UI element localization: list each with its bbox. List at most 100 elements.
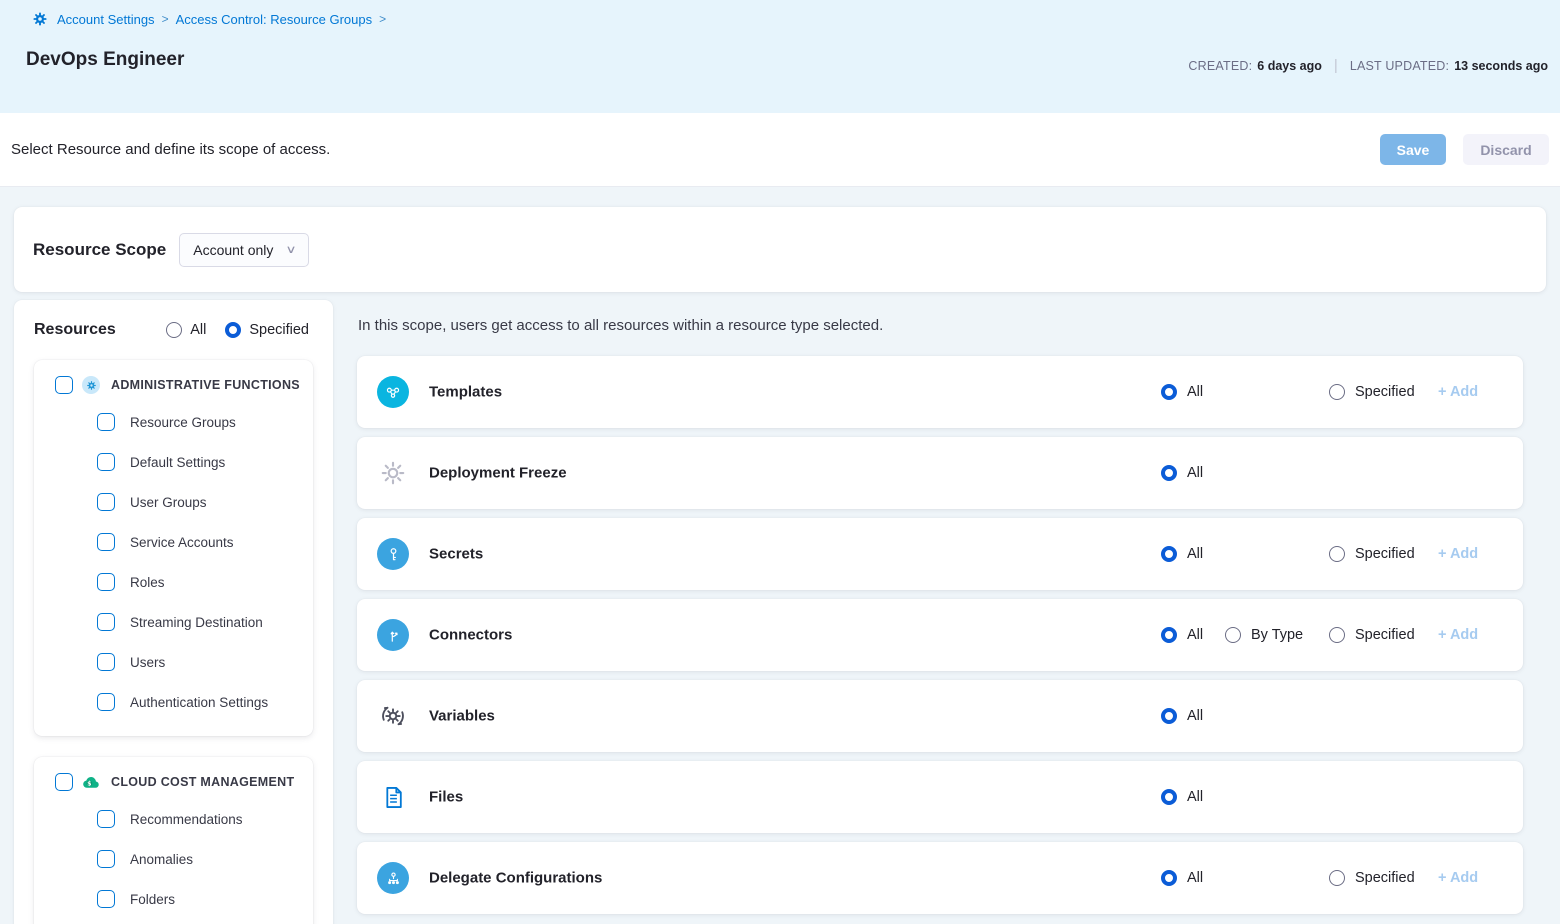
radio-label: Specified [1355, 546, 1415, 562]
radio-option-all[interactable]: All [1161, 870, 1203, 886]
radio-label: By Type [1251, 627, 1304, 643]
resource-type-item[interactable]: Recommendations [55, 799, 313, 839]
svg-text:$: $ [87, 780, 91, 787]
resource-type-item[interactable]: Streaming Destination [55, 602, 313, 642]
resource-type-checkbox[interactable] [97, 573, 115, 591]
radio-label: All [1187, 627, 1204, 643]
resource-type-item[interactable]: Roles [55, 562, 313, 602]
resource-type-checkbox[interactable] [97, 890, 115, 908]
radio-icon[interactable] [1161, 384, 1177, 400]
radio-option-all[interactable]: All [166, 322, 206, 338]
radio-icon[interactable] [1225, 627, 1241, 643]
radio-icon[interactable] [1329, 384, 1345, 400]
toolbar: Select Resource and define its scope of … [0, 113, 1560, 187]
resource-type-checkbox[interactable] [97, 613, 115, 631]
add-resources-link[interactable]: + Add [1438, 627, 1479, 643]
resources-mode-radios: All Specified [166, 322, 313, 338]
radio-option-all[interactable]: All [1161, 384, 1203, 400]
settings-gear-icon [32, 11, 48, 27]
resource-scope-dropdown[interactable]: Account only ∨ [179, 232, 310, 267]
chevron-down-icon: ∨ [285, 244, 298, 256]
resource-type-item[interactable]: Default Settings [55, 442, 313, 482]
resource-type-label: Roles [130, 574, 165, 590]
radio-icon[interactable] [1161, 789, 1177, 805]
radio-icon[interactable] [1161, 465, 1177, 481]
add-resources-link[interactable]: + Add [1438, 546, 1479, 562]
discard-button[interactable]: Discard [1463, 134, 1549, 165]
radio-icon[interactable] [1161, 870, 1177, 886]
resource-type-checkbox[interactable] [97, 533, 115, 551]
resource-type-item[interactable]: Service Accounts [55, 522, 313, 562]
radio-option-bytype[interactable]: By Type [1225, 627, 1303, 643]
radio-label: Specified [1355, 384, 1415, 400]
radio-option-specified[interactable]: Specified [1329, 870, 1415, 886]
category-checkbox[interactable] [55, 376, 73, 394]
category-checkbox[interactable] [55, 773, 73, 791]
radio-option-all[interactable]: All [1161, 789, 1203, 805]
resource-scope-label: Resource Scope [33, 239, 167, 259]
resource-type-label: Resource Groups [130, 414, 236, 430]
resource-type-item[interactable]: User Groups [55, 482, 313, 522]
resource-type-checkbox[interactable] [97, 693, 115, 711]
radio-option-all[interactable]: All [1161, 708, 1203, 724]
add-resources-link[interactable]: + Add [1438, 870, 1479, 886]
resource-type-checkbox[interactable] [97, 413, 115, 431]
resource-type-item[interactable]: Authentication Settings [55, 682, 313, 722]
radio-label: All [1187, 708, 1204, 724]
resource-name: Connectors [429, 626, 513, 644]
breadcrumb-account-settings[interactable]: Account Settings [57, 11, 155, 27]
radio-option-specified[interactable]: Specified [1329, 627, 1415, 643]
group-items: Resource Groups Default Settings User Gr… [55, 402, 313, 722]
radio-option-specified[interactable]: Specified [225, 322, 309, 338]
add-resources-link[interactable]: + Add [1438, 384, 1479, 400]
radio-icon[interactable] [1161, 627, 1177, 643]
resource-type-checkbox[interactable] [97, 850, 115, 868]
administrative-functions-icon [82, 376, 100, 394]
resource-row: Secrets All Specified + Add [357, 518, 1523, 590]
resource-row: Connectors All By Type Specified + Add [357, 599, 1523, 671]
resource-name: Secrets [429, 545, 484, 563]
resources-sidebar: Resources All Specified ADMINISTRATIVE FU… [14, 300, 333, 924]
resource-type-label: Folders [130, 891, 176, 907]
radio-label: Specified [249, 322, 309, 338]
radio-icon[interactable] [225, 322, 242, 338]
resource-type-checkbox[interactable] [97, 810, 115, 828]
radio-option-specified[interactable]: Specified [1329, 546, 1415, 562]
radio-option-all[interactable]: All [1161, 465, 1203, 481]
radio-option-specified[interactable]: Specified [1329, 384, 1415, 400]
radio-icon[interactable] [1161, 708, 1177, 724]
resource-rows: Templates All Specified + Add Deployment F… [357, 356, 1523, 914]
resource-type-label: Recommendations [130, 811, 243, 827]
resource-type-item[interactable]: Resource Groups [55, 402, 313, 442]
resource-category-card: ADMINISTRATIVE FUNCTIONS Resource Groups… [34, 360, 313, 736]
resource-scope-card: Resource Scope Account only ∨ [14, 207, 1546, 292]
resource-row: Templates All Specified + Add [357, 356, 1523, 428]
radio-option-all[interactable]: All [1161, 627, 1203, 643]
resource-type-label: Users [130, 654, 166, 670]
radio-icon[interactable] [1329, 627, 1345, 643]
radio-icon[interactable] [1329, 870, 1345, 886]
resource-type-item[interactable]: Folders [55, 879, 313, 919]
resource-type-label: Service Accounts [130, 534, 234, 550]
page-header: Account Settings > Access Control: Resou… [0, 0, 1560, 113]
resource-type-item[interactable]: Users [55, 642, 313, 682]
resource-category-header: ADMINISTRATIVE FUNCTIONS [55, 376, 313, 394]
resource-type-checkbox[interactable] [97, 493, 115, 511]
radio-option-all[interactable]: All [1161, 546, 1203, 562]
created-value: 6 days ago [1257, 58, 1322, 73]
resource-category-card: $ CLOUD COST MANAGEMENT Recommendations … [34, 757, 313, 924]
last-updated-label: LAST UPDATED: [1349, 58, 1450, 73]
radio-label: All [1187, 546, 1204, 562]
breadcrumb-resource-groups[interactable]: Access Control: Resource Groups [175, 11, 373, 27]
category-label: CLOUD COST MANAGEMENT [111, 775, 295, 789]
resource-type-label: Anomalies [130, 851, 194, 867]
save-button[interactable]: Save [1380, 134, 1446, 165]
resource-type-checkbox[interactable] [97, 653, 115, 671]
radio-icon[interactable] [166, 322, 183, 338]
radio-icon[interactable] [1161, 546, 1177, 562]
resource-type-checkbox[interactable] [97, 453, 115, 471]
radio-label: All [1187, 384, 1204, 400]
resource-row: Deployment Freeze All [357, 437, 1523, 509]
resource-type-item[interactable]: Anomalies [55, 839, 313, 879]
radio-icon[interactable] [1329, 546, 1345, 562]
